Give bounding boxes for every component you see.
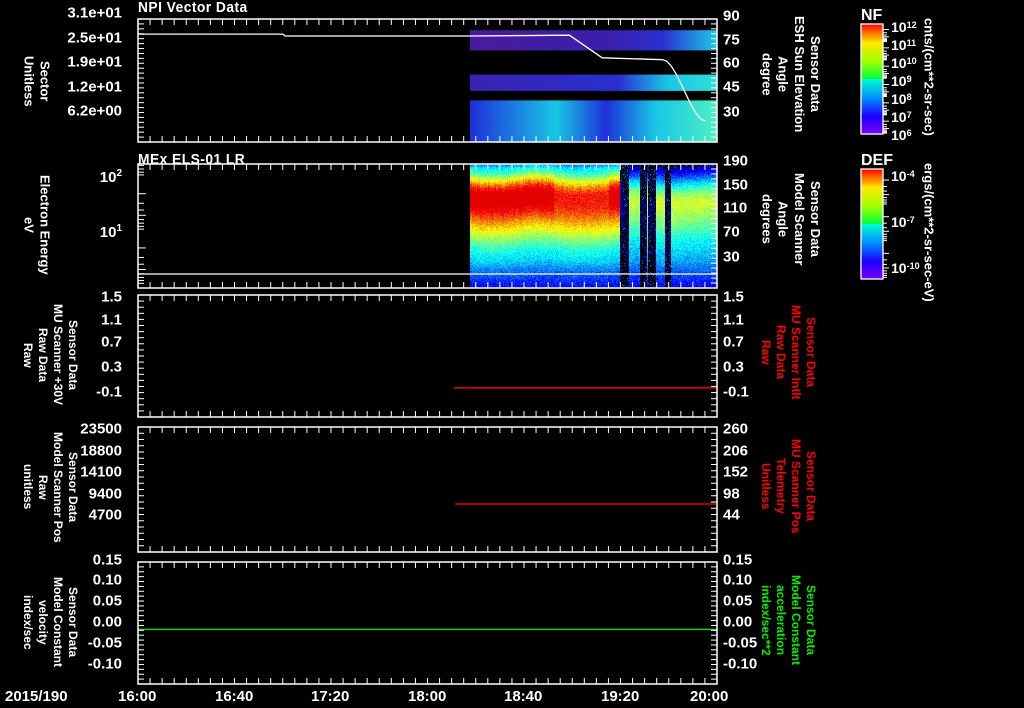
svg-text:107: 107: [891, 109, 912, 125]
svg-text:1011: 1011: [891, 37, 916, 53]
svg-text:106: 106: [891, 127, 912, 143]
svg-text:10-4: 10-4: [891, 168, 915, 184]
svg-text:108: 108: [891, 91, 912, 107]
svg-text:1012: 1012: [891, 19, 917, 35]
svg-text:10-7: 10-7: [891, 214, 915, 230]
svg-text:109: 109: [891, 73, 912, 89]
svg-text:10-10: 10-10: [891, 260, 920, 276]
svg-text:1010: 1010: [891, 55, 917, 71]
